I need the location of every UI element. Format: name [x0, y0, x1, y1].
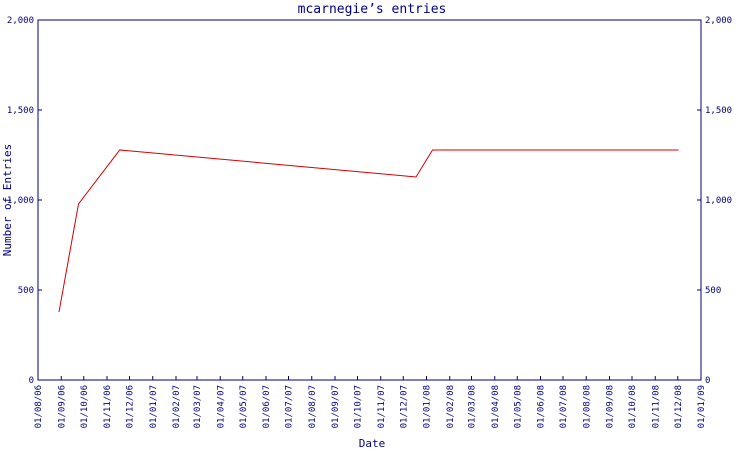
x-tick-label: 01/04/07	[216, 385, 226, 428]
x-tick-label: 01/12/08	[674, 385, 684, 428]
x-tick-label: 01/01/09	[697, 385, 707, 428]
y-tick-label: 1,000	[7, 196, 34, 206]
x-tick-label: 01/01/07	[149, 385, 159, 428]
x-tick-label: 01/02/07	[172, 385, 182, 428]
x-tick-label: 01/11/07	[377, 385, 387, 428]
x-tick-label: 01/09/07	[331, 385, 341, 428]
plot-frame	[37, 19, 702, 381]
x-tick-label: 01/05/07	[239, 385, 249, 428]
y2-tick-label: 1,000	[705, 196, 732, 206]
y-tick-label: 1,500	[7, 106, 34, 116]
x-tick-label: 01/08/06	[34, 385, 44, 428]
y2-tick-label: 0	[705, 376, 710, 386]
y-tick-label: 0	[29, 376, 34, 386]
x-tick-label: 01/04/08	[491, 385, 501, 428]
x-tick-label: 01/05/08	[513, 385, 523, 428]
x-tick-label: 01/03/07	[193, 385, 203, 428]
x-tick-label: 01/09/08	[606, 385, 616, 428]
x-tick-label: 01/12/06	[126, 385, 136, 428]
y2-tick-label: 1,500	[705, 106, 732, 116]
x-tick-label: 01/11/06	[103, 385, 113, 428]
x-tick-label: 01/10/06	[80, 385, 90, 428]
y-axis-label: Number of Entries	[1, 144, 14, 257]
chart-title: mcarnegie’s entries	[298, 2, 447, 17]
y-tick-label: 2,000	[7, 16, 34, 26]
y2-tick-label: 2,000	[705, 16, 732, 26]
x-tick-label: 01/08/07	[308, 385, 318, 428]
x-tick-label: 01/12/07	[399, 385, 409, 428]
x-tick-label: 01/01/08	[423, 385, 433, 428]
x-tick-label: 01/06/07	[262, 385, 272, 428]
x-tick-label: 01/09/06	[57, 385, 67, 428]
x-tick-label: 01/03/08	[468, 385, 478, 428]
x-tick-label: 01/02/08	[446, 385, 456, 428]
y2-tick-label: 500	[705, 286, 721, 296]
x-tick-label: 01/08/08	[582, 385, 592, 428]
x-tick-label: 01/07/07	[285, 385, 295, 428]
y-tick-label: 500	[18, 286, 34, 296]
x-tick-label: 01/06/08	[537, 385, 547, 428]
x-tick-label: 01/10/08	[628, 385, 638, 428]
x-tick-label: 01/07/08	[559, 385, 569, 428]
x-axis-label: Date	[359, 437, 386, 450]
data-line	[58, 149, 679, 313]
x-tick-label: 01/10/07	[354, 385, 364, 428]
x-tick-label: 01/11/08	[651, 385, 661, 428]
